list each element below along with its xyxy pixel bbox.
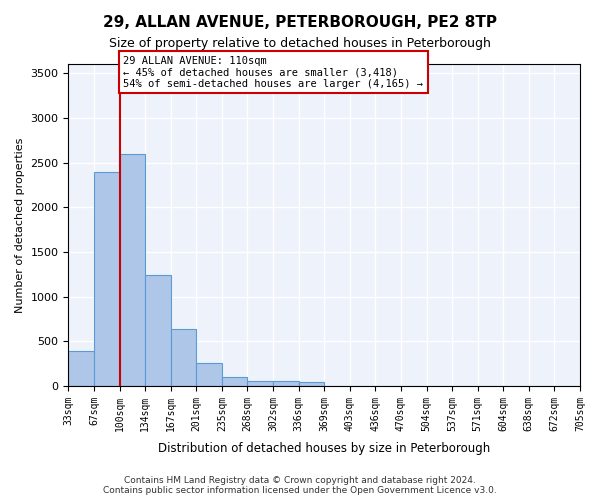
Bar xyxy=(247,380,273,386)
Text: Contains HM Land Registry data © Crown copyright and database right 2024.
Contai: Contains HM Land Registry data © Crown c… xyxy=(103,476,497,495)
Bar xyxy=(171,329,196,386)
Bar xyxy=(94,172,119,386)
Bar xyxy=(68,351,94,386)
Y-axis label: Number of detached properties: Number of detached properties xyxy=(15,138,25,313)
Bar xyxy=(299,382,324,386)
X-axis label: Distribution of detached houses by size in Peterborough: Distribution of detached houses by size … xyxy=(158,442,490,455)
Text: 29 ALLAN AVENUE: 110sqm
← 45% of detached houses are smaller (3,418)
54% of semi: 29 ALLAN AVENUE: 110sqm ← 45% of detache… xyxy=(124,56,424,89)
Text: Size of property relative to detached houses in Peterborough: Size of property relative to detached ho… xyxy=(109,38,491,51)
Bar xyxy=(145,275,171,386)
Bar xyxy=(273,381,299,386)
Bar xyxy=(222,378,247,386)
Bar xyxy=(119,154,145,386)
Bar xyxy=(196,363,222,386)
Text: 29, ALLAN AVENUE, PETERBOROUGH, PE2 8TP: 29, ALLAN AVENUE, PETERBOROUGH, PE2 8TP xyxy=(103,15,497,30)
